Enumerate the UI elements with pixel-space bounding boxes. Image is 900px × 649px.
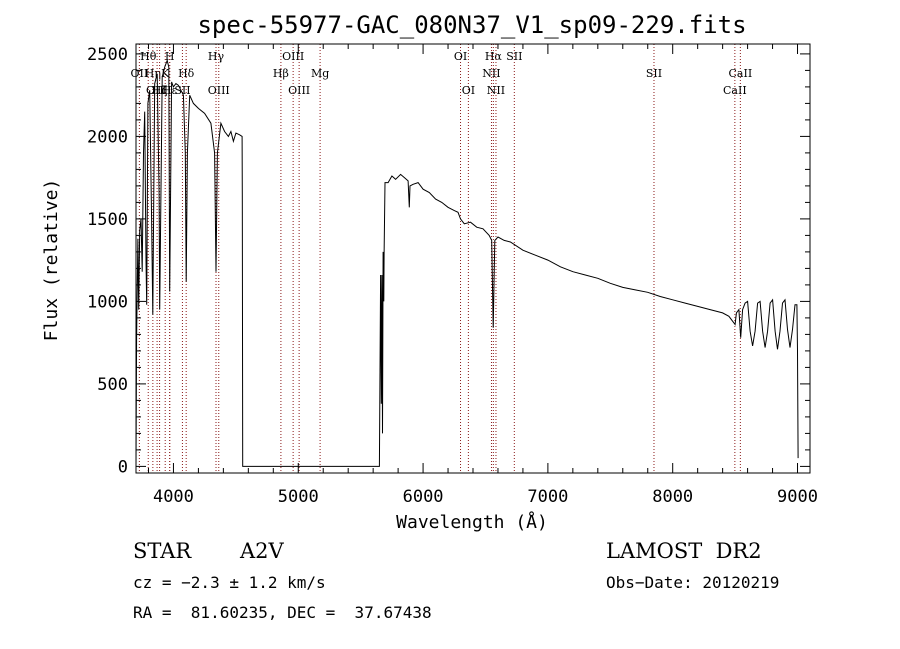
ra-dec-coordinates: RA = 81.60235, DEC = 37.67438 — [133, 603, 432, 622]
object-class: STAR — [133, 539, 192, 563]
x-tick-label: 4000 — [153, 487, 194, 507]
flux-series-line — [135, 58, 799, 467]
line-marker-label-22: OI — [462, 84, 475, 97]
line-marker-label-8: Hη — [145, 67, 161, 80]
x-axis-ticks: 4000 5000 6000 7000 8000 9000 — [147, 44, 818, 507]
y-tick-label: 2000 — [87, 127, 128, 147]
y-tick-label: 2500 — [87, 45, 128, 65]
y-axis-ticks: 0 500 1000 1500 2000 2500 — [87, 45, 810, 477]
line-marker-label-3: OIII — [282, 50, 304, 63]
line-marker-label-19: SII — [174, 84, 190, 97]
cz-value: cz = −2.3 ± 1.2 km/s — [133, 573, 326, 592]
line-marker-label-2: Hγ — [208, 50, 225, 63]
line-marker-label-10: Hδ — [178, 67, 195, 80]
x-tick-label: 8000 — [652, 487, 693, 507]
line-marker-label-17: Hζ — [152, 84, 168, 97]
y-tick-label: 500 — [97, 375, 128, 395]
survey-name: LAMOST DR2 — [606, 539, 762, 563]
line-marker-label-4: OI — [454, 50, 467, 63]
line-marker-label-24: CaII — [723, 84, 747, 97]
line-marker-label-11: Hβ — [273, 67, 289, 80]
line-marker-label-5: Hα — [485, 50, 503, 63]
x-tick-label: 6000 — [403, 487, 444, 507]
y-tick-label: 1500 — [87, 210, 128, 230]
object-subclass: A2V — [240, 539, 284, 563]
y-tick-label: 0 — [118, 457, 128, 477]
line-marker-label-0: Hθ — [140, 50, 157, 63]
plot-frame — [135, 43, 811, 474]
line-marker-label-23: NII — [487, 84, 505, 97]
line-marker-label-15: CaII — [729, 67, 753, 80]
x-tick-label: 5000 — [278, 487, 319, 507]
obs-date: Obs−Date: 20120219 — [606, 573, 780, 592]
x-tick-label: 7000 — [527, 487, 568, 507]
line-marker-label-21: OIII — [288, 84, 310, 97]
line-marker-label-9: K — [161, 67, 170, 80]
line-marker-label-14: SII — [646, 67, 662, 80]
line-marker-label-6: SII — [506, 50, 522, 63]
line-marker-label-13: NII — [482, 67, 500, 80]
x-axis-label: Wavelength (Å) — [396, 511, 548, 533]
y-axis-label: Flux (relative) — [41, 179, 62, 342]
chart-title: spec-55977-GAC_080N37_V1_sp09-229.fits — [197, 11, 746, 39]
line-marker-label-12: Mg — [311, 67, 329, 80]
line-marker-label-20: OIII — [208, 84, 230, 97]
x-tick-label: 9000 — [777, 487, 818, 507]
line-marker-label-7: OII — [131, 67, 149, 80]
y-tick-label: 1000 — [87, 292, 128, 312]
